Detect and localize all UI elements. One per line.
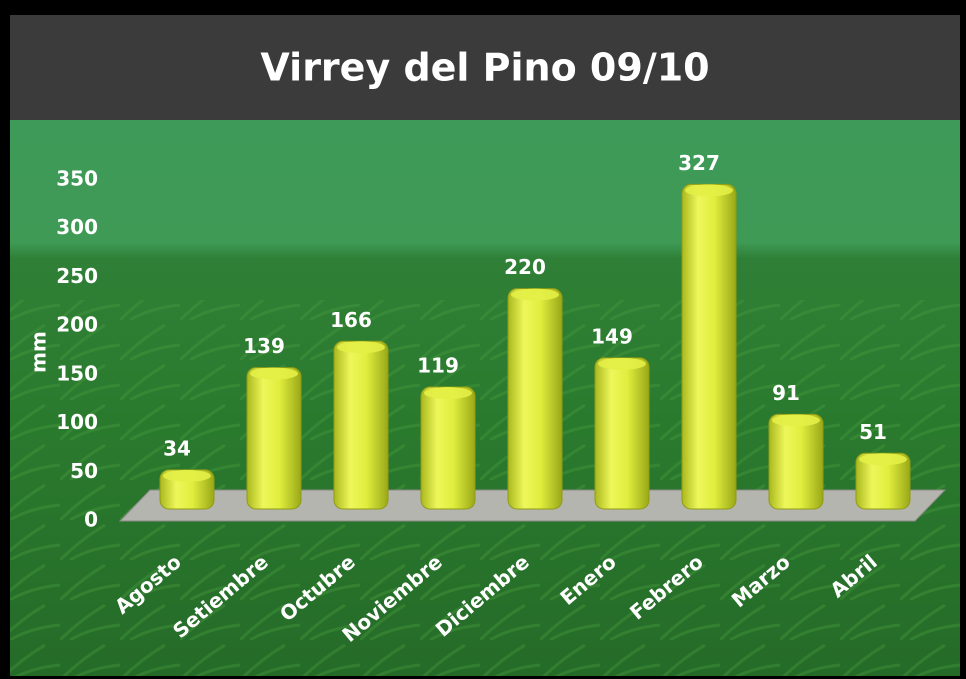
bar-top — [250, 368, 298, 380]
bar — [508, 289, 562, 509]
y-tick-label: 0 — [84, 508, 98, 532]
bar-top — [685, 184, 733, 196]
y-tick-label: 300 — [56, 215, 98, 239]
chart: Virrey del Pino 09/10 mm 0 50 100 150 200 250… — [0, 0, 966, 679]
bar-top — [598, 358, 646, 370]
data-label: 166 — [330, 308, 372, 332]
y-tick-label: 150 — [56, 361, 98, 385]
data-label: 119 — [417, 354, 459, 378]
bar — [682, 184, 736, 509]
bar-top — [772, 414, 820, 426]
bar — [769, 414, 823, 509]
bar — [334, 341, 388, 509]
data-label: 220 — [504, 255, 546, 279]
chart-title: Virrey del Pino 09/10 — [260, 46, 709, 90]
bar-top — [424, 387, 472, 399]
bar-top — [511, 289, 559, 301]
data-label: 149 — [591, 324, 633, 348]
data-label: 34 — [163, 436, 191, 460]
y-tick-label: 200 — [56, 313, 98, 337]
bar — [595, 358, 649, 509]
data-label: 51 — [859, 420, 887, 444]
bar-top — [337, 341, 385, 353]
bar-top — [163, 470, 211, 482]
page: Virrey del Pino 09/10 mm 0 50 100 150 200 250… — [0, 0, 966, 679]
bar — [421, 387, 475, 509]
bar-top — [859, 453, 907, 465]
y-tick-label: 100 — [56, 410, 98, 434]
y-axis-label: mm — [27, 331, 51, 373]
bar — [247, 368, 301, 509]
data-label: 139 — [243, 334, 285, 358]
y-tick-label: 50 — [70, 459, 98, 483]
data-label: 91 — [772, 381, 800, 405]
y-tick-label: 250 — [56, 264, 98, 288]
data-label: 327 — [678, 151, 720, 175]
y-tick-label: 350 — [56, 167, 98, 191]
